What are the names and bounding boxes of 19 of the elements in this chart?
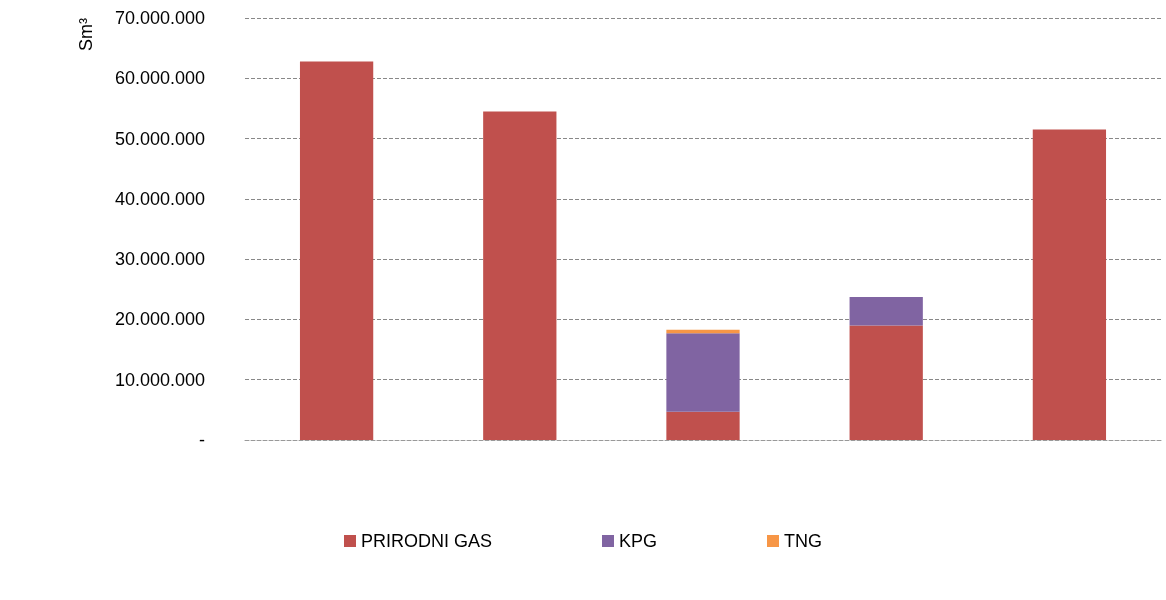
y-tick-label: 10.000.000 xyxy=(114,369,205,390)
y-tick-label: 40.000.000 xyxy=(114,188,205,209)
bar xyxy=(299,61,374,440)
y-tick-label: 30.000.000 xyxy=(114,249,205,270)
bar xyxy=(849,325,923,440)
bar xyxy=(1032,129,1107,440)
y-tick-label: 50.000.000 xyxy=(114,128,205,149)
bar xyxy=(666,333,740,412)
bar xyxy=(849,297,923,326)
y-tick-label: 60.000.000 xyxy=(114,68,205,89)
y-tick-label: - xyxy=(199,430,205,450)
legend-label: KPG xyxy=(619,531,658,551)
bar xyxy=(483,111,557,440)
legend-label: PRIRODNI GAS xyxy=(360,531,493,551)
legend-label: TNG xyxy=(784,531,823,551)
y-tick-label: 20.000.000 xyxy=(114,309,205,330)
bar xyxy=(666,411,740,440)
y-axis-title: Sm³ xyxy=(76,18,96,51)
y-tick-label: 70.000.000 xyxy=(114,8,205,28)
